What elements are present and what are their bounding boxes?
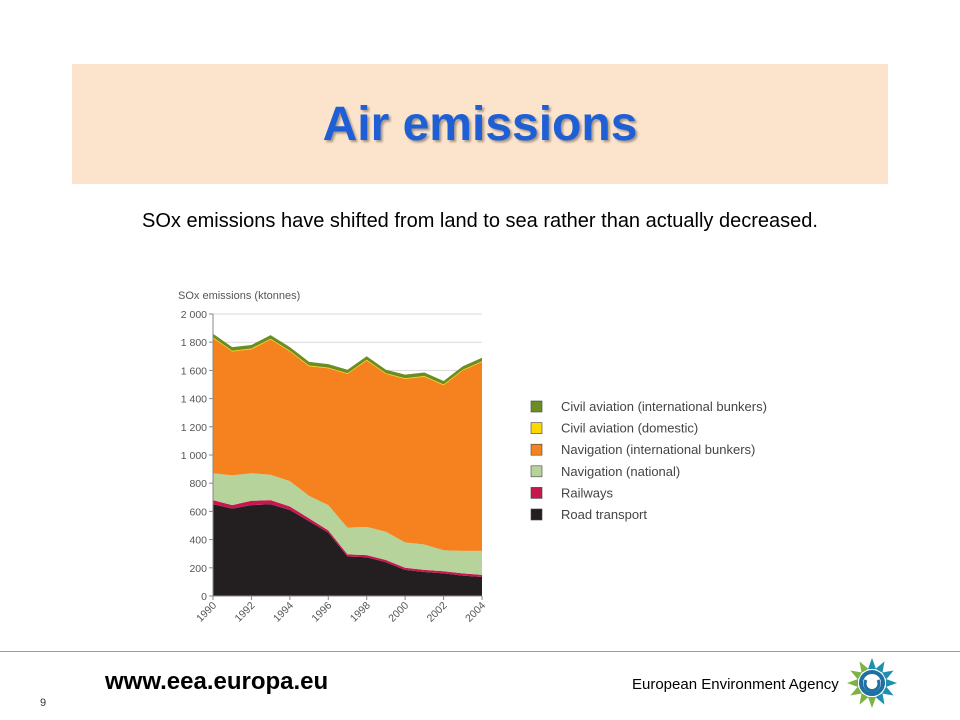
- legend-swatch: [530, 400, 543, 413]
- chart-axes: 0 200 400 600 800 1 000 1 200 1 400 1 600 1 800 2 …: [181, 309, 489, 625]
- chart-title: SOx emissions (ktonnes): [178, 290, 300, 302]
- x-tick-label: 2004: [463, 600, 488, 625]
- legend-swatch: [530, 508, 543, 521]
- chart-legend: Civil aviation (international bunkers) Ci…: [530, 399, 767, 522]
- area-road-transport: [213, 504, 482, 596]
- y-tick-label: 200: [189, 563, 207, 575]
- x-tick-label: 1990: [194, 600, 219, 625]
- area-navigation-national: [213, 473, 482, 575]
- x-tick-label: 2000: [386, 600, 411, 625]
- title-band: Air emissions: [72, 64, 888, 184]
- y-tick-label: 2 000: [181, 309, 207, 321]
- y-tick-label: 400: [189, 535, 207, 547]
- x-tick-label: 1992: [233, 600, 258, 625]
- chart-areas: [213, 333, 482, 596]
- footer-divider: [0, 651, 960, 652]
- legend-swatch: [530, 422, 543, 434]
- eea-logo-icon: [847, 658, 897, 708]
- page-number: 9: [40, 697, 47, 709]
- y-tick-label: 1 000: [181, 450, 207, 462]
- legend-label: Navigation (international bunkers): [561, 442, 755, 457]
- y-tick-label: 600: [189, 506, 207, 518]
- legend-label: Civil aviation (domestic): [561, 421, 698, 436]
- x-tick-label: 1996: [309, 600, 334, 625]
- page-subtitle: SOx emissions have shifted from land to …: [142, 210, 818, 232]
- area-navigation-international-bunkers: [213, 338, 482, 551]
- y-tick-label: 0: [201, 591, 207, 603]
- legend-label: Railways: [561, 485, 614, 500]
- legend-swatch: [530, 487, 543, 499]
- x-tick-label: 1998: [348, 600, 373, 625]
- x-tick-label: 2002: [425, 600, 450, 625]
- x-tick-label: 1994: [271, 600, 296, 625]
- agency-name: European Environment Agency: [632, 676, 839, 693]
- page-title: Air emissions: [322, 97, 638, 151]
- legend-label: Civil aviation (international bunkers): [561, 399, 767, 414]
- legend-swatch: [530, 465, 543, 478]
- legend-label: Navigation (national): [561, 464, 680, 479]
- sox-emissions-chart: 0 200 400 600 800 1 000 1 200 1 400 1 600 1 800 2 …: [178, 290, 767, 625]
- y-tick-label: 1 600: [181, 365, 207, 377]
- legend-swatch: [530, 443, 543, 456]
- legend-label: Road transport: [561, 507, 647, 522]
- y-tick-label: 1 400: [181, 394, 207, 406]
- y-tick-label: 800: [189, 478, 207, 490]
- y-tick-label: 1 800: [181, 337, 207, 349]
- website-link[interactable]: www.eea.europa.eu: [105, 668, 329, 695]
- y-tick-label: 1 200: [181, 422, 207, 434]
